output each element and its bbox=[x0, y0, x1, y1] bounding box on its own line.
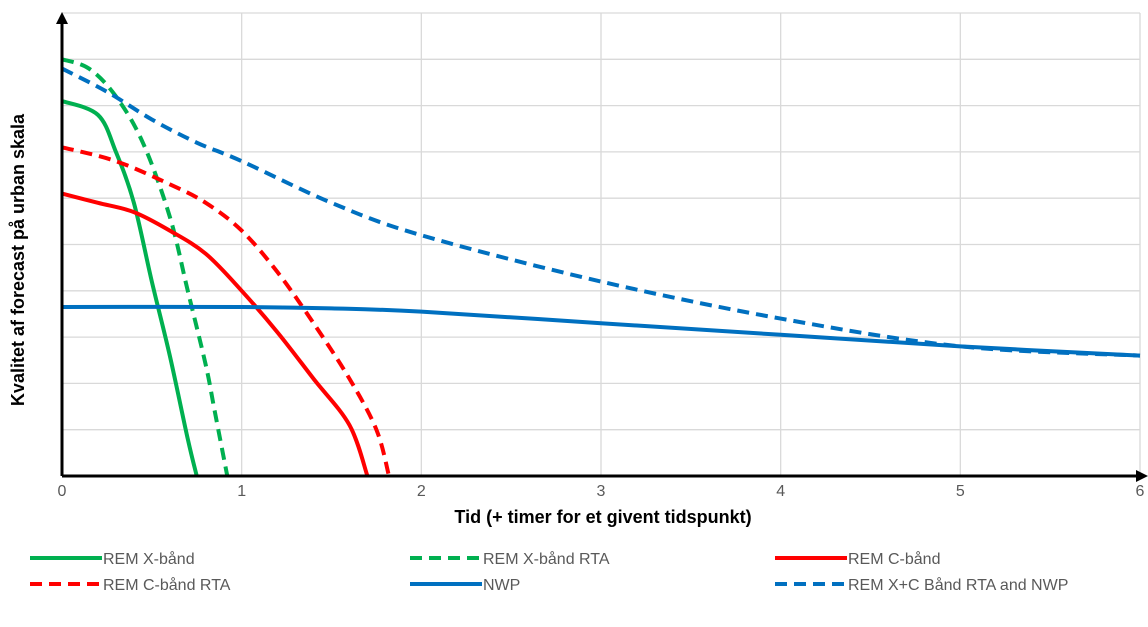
y-axis-arrow bbox=[56, 12, 68, 24]
legend-label: REM X-bånd RTA bbox=[483, 550, 610, 568]
x-tick-label: 4 bbox=[776, 483, 785, 500]
x-tick-label: 5 bbox=[956, 483, 965, 500]
x-tick-label: 2 bbox=[417, 483, 426, 500]
grid-lines bbox=[62, 12, 1141, 476]
x-tick-labels: 0 1 2 3 4 5 6 bbox=[58, 483, 1145, 500]
legend-label: REM X+C Bånd RTA and NWP bbox=[848, 576, 1068, 594]
legend-item-rem-x-b-nd-rta: REM X-bånd RTA bbox=[410, 550, 610, 568]
legend-label: NWP bbox=[483, 577, 520, 594]
series-line-rem-c-b-nd-rta bbox=[61, 145, 391, 477]
legend-item-rem-x-b-nd: REM X-bånd bbox=[30, 550, 195, 568]
legend: REM X-bånd REM X-bånd RTA REM C-bånd REM C-… bbox=[30, 550, 1068, 594]
x-tick-label: 6 bbox=[1136, 483, 1145, 500]
series-line-rem-x-b-nd-rta bbox=[61, 57, 230, 477]
series-line-rem-x-b-nd bbox=[61, 99, 199, 477]
x-axis-arrow bbox=[1136, 470, 1148, 482]
legend-item-rem-c-b-nd-rta: REM C-bånd RTA bbox=[30, 576, 231, 594]
legend-item-rem-x-c-b-nd-rta-and-nwp: REM X+C Bånd RTA and NWP bbox=[775, 576, 1068, 594]
legend-item-nwp: NWP bbox=[410, 577, 520, 594]
series-lines bbox=[61, 57, 1141, 477]
legend-label: REM X-bånd bbox=[103, 550, 195, 568]
x-tick-label: 1 bbox=[237, 483, 246, 500]
series-line-rem-x-c-b-nd-rta-and-nwp bbox=[61, 66, 1141, 358]
x-tick-label: 0 bbox=[58, 483, 67, 500]
legend-label: REM C-bånd bbox=[848, 550, 940, 568]
axes bbox=[56, 12, 1148, 482]
legend-item-rem-c-b-nd: REM C-bånd bbox=[775, 550, 940, 568]
x-axis-title: Tid (+ timer for et givent tidspunkt) bbox=[454, 507, 751, 527]
y-axis-title: Kvalitet af forecast på urban skala bbox=[8, 113, 28, 406]
series-line-rem-c-b-nd bbox=[61, 191, 370, 477]
legend-label: REM C-bånd RTA bbox=[103, 576, 231, 594]
series-line-nwp bbox=[61, 304, 1141, 358]
x-tick-label: 3 bbox=[597, 483, 606, 500]
